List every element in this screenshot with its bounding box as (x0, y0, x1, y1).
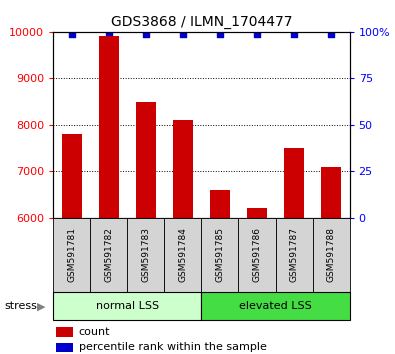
Bar (201, 292, 350, 320)
Bar (53, 292, 201, 320)
Bar (284, 148, 304, 218)
Point (291, 31, 297, 36)
Bar (164, 218, 201, 292)
Text: normal LSS: normal LSS (96, 301, 159, 311)
Text: GSM591787: GSM591787 (290, 227, 299, 282)
Text: GSM591781: GSM591781 (67, 227, 76, 282)
Point (106, 29, 112, 35)
Bar (173, 120, 193, 218)
Text: GSM591785: GSM591785 (215, 227, 224, 282)
Text: GSM591788: GSM591788 (327, 227, 336, 282)
Bar (321, 167, 341, 218)
Text: elevated LSS: elevated LSS (239, 301, 312, 311)
Bar (56, 327, 73, 337)
Point (254, 31, 260, 36)
Bar (127, 218, 164, 292)
Bar (210, 190, 230, 218)
Text: percentile rank within the sample: percentile rank within the sample (79, 342, 266, 352)
Point (217, 31, 223, 36)
Bar (247, 209, 267, 218)
Title: GDS3868 / ILMN_1704477: GDS3868 / ILMN_1704477 (111, 16, 292, 29)
Bar (239, 218, 276, 292)
Text: GSM591783: GSM591783 (141, 227, 150, 282)
Bar (312, 218, 350, 292)
Text: ▶: ▶ (37, 301, 45, 311)
Bar (62, 134, 82, 218)
Bar (90, 218, 127, 292)
Bar (276, 218, 312, 292)
Bar (136, 102, 156, 218)
Bar (99, 36, 119, 218)
Text: GSM591784: GSM591784 (179, 227, 188, 282)
Point (328, 31, 334, 36)
Point (143, 31, 149, 36)
Text: count: count (79, 327, 110, 337)
Point (180, 31, 186, 36)
Point (69, 31, 75, 36)
Text: stress: stress (4, 301, 37, 311)
Text: GSM591786: GSM591786 (252, 227, 261, 282)
Text: GSM591782: GSM591782 (104, 227, 113, 282)
Bar (56, 343, 73, 352)
Bar (201, 218, 239, 292)
Bar (53, 218, 90, 292)
